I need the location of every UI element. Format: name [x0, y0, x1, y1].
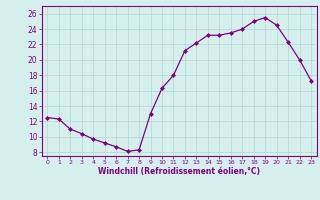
X-axis label: Windchill (Refroidissement éolien,°C): Windchill (Refroidissement éolien,°C)	[98, 167, 260, 176]
